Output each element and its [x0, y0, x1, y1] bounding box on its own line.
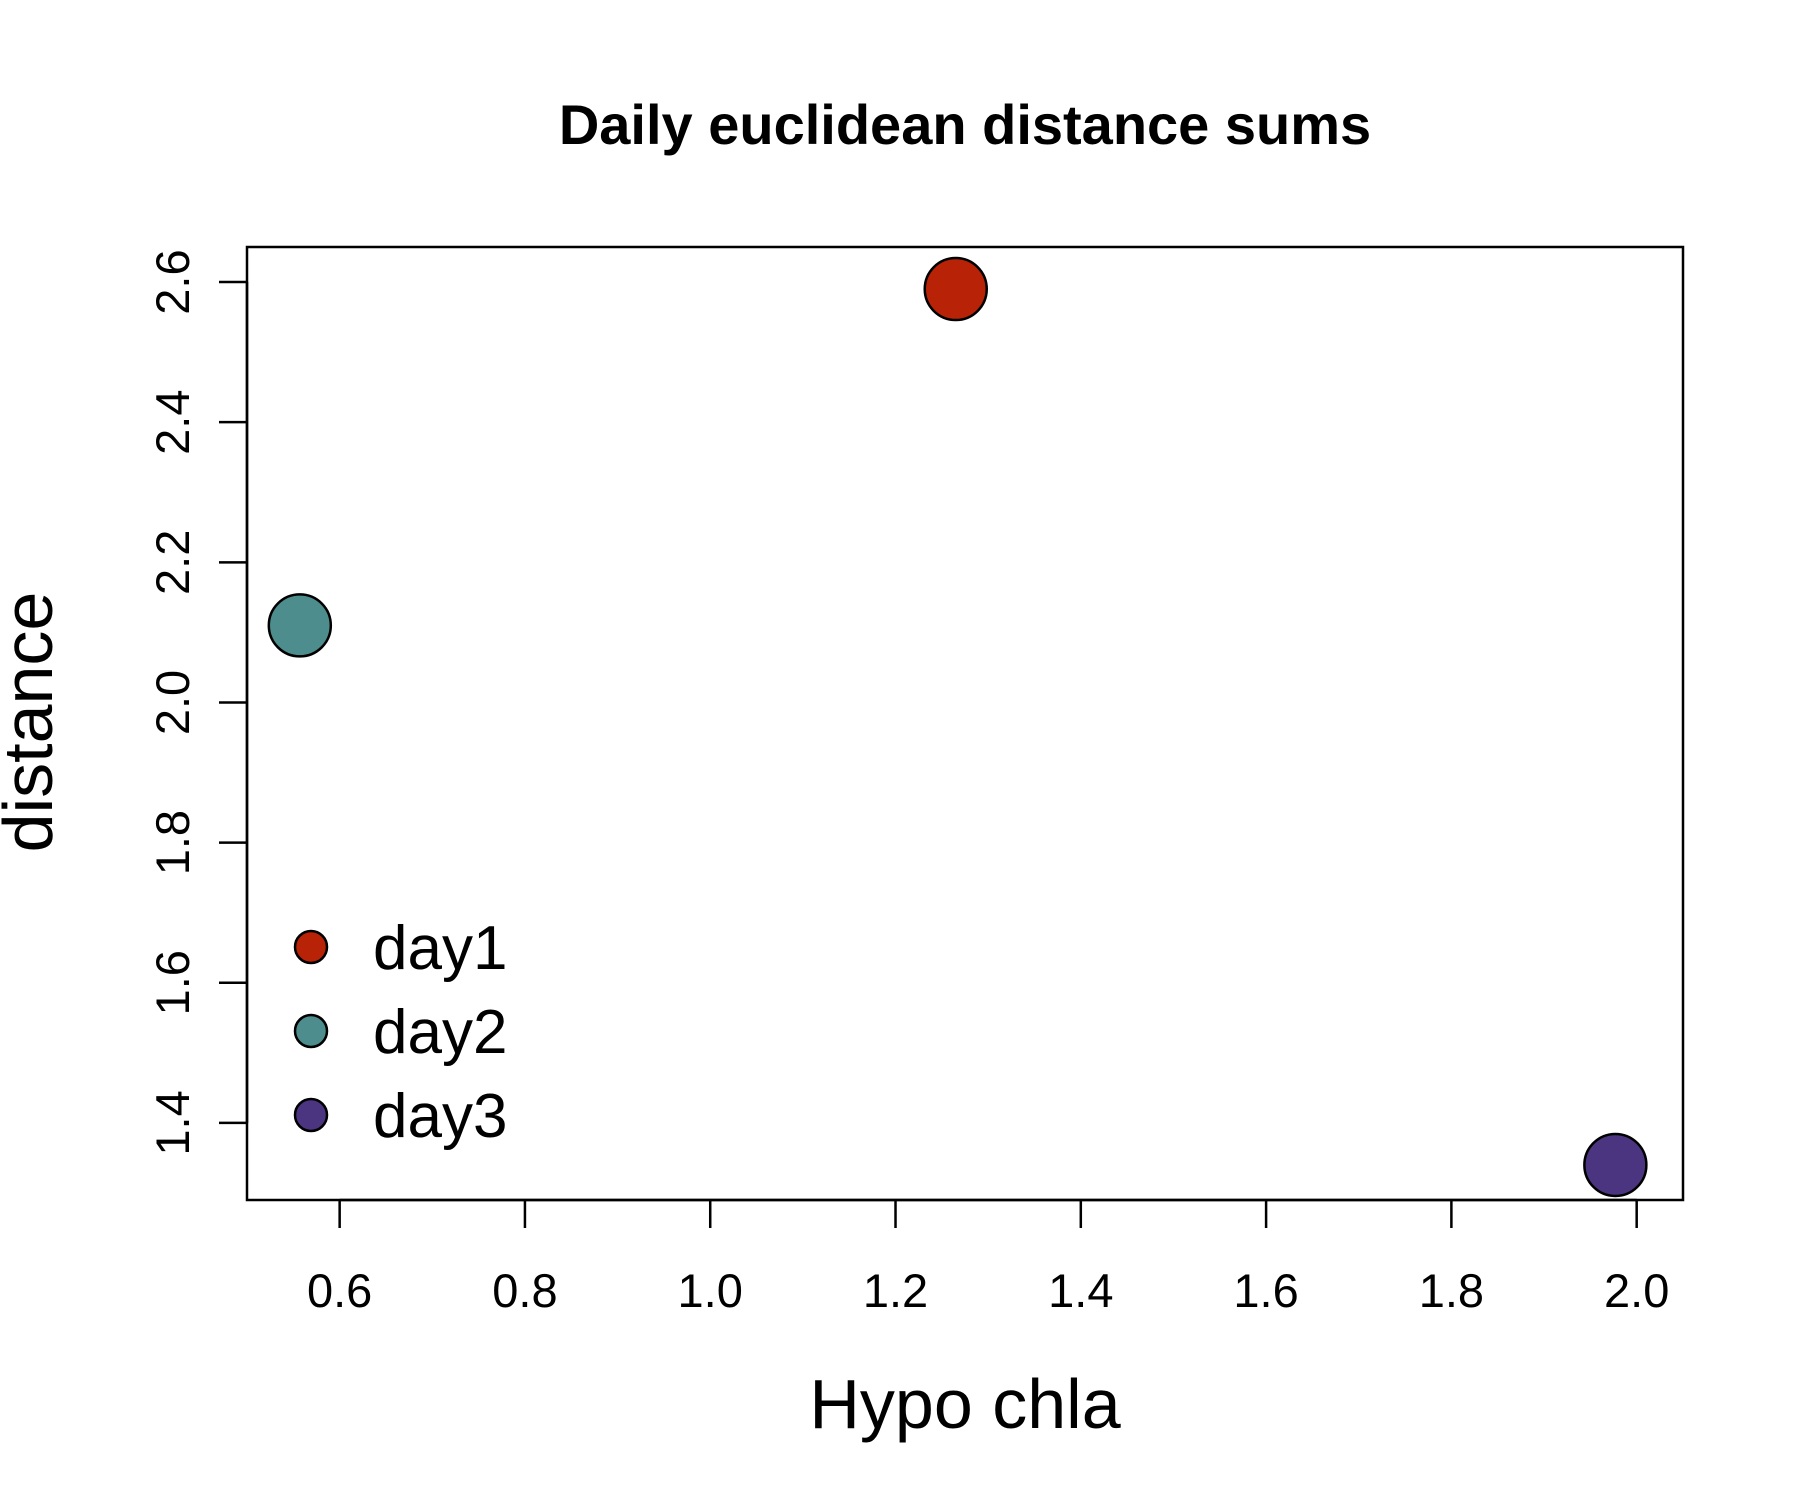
- point-day3: [1583, 1132, 1648, 1198]
- y-tick-label: 2.6: [146, 249, 199, 314]
- x-tick-label: 1.6: [1233, 1264, 1298, 1317]
- y-tick-label: 1.4: [146, 1090, 199, 1155]
- y-tick-label: 2.0: [146, 670, 199, 735]
- y-axis: 1.4 1.6 1.8 2.0 2.2 2.4 2.6: [146, 249, 249, 1156]
- x-tick-label: 2.0: [1604, 1264, 1669, 1317]
- legend-marker-day1: [293, 929, 329, 965]
- legend-label-day1: day1: [373, 914, 507, 983]
- y-axis-title: distance: [0, 592, 67, 853]
- legend-label-day3: day3: [373, 1082, 507, 1151]
- y-tick-label: 2.2: [146, 530, 199, 595]
- point-day2: [267, 593, 333, 658]
- x-tick-label: 1.2: [863, 1264, 928, 1317]
- point-day1: [923, 256, 988, 322]
- x-tick-label: 1.8: [1419, 1264, 1484, 1317]
- x-tick-label: 1.4: [1048, 1264, 1113, 1317]
- y-tick-label: 1.8: [146, 810, 199, 875]
- y-tick-label: 1.6: [146, 950, 199, 1015]
- legend-marker-day2: [293, 1013, 329, 1049]
- legend-label-day2: day2: [373, 998, 507, 1067]
- data-points: [267, 256, 1648, 1198]
- legend: day1 day2 day3: [293, 914, 507, 1151]
- legend-marker-day3: [293, 1097, 329, 1133]
- x-tick-label: 1.0: [678, 1264, 743, 1317]
- y-tick-label: 2.4: [146, 390, 199, 455]
- x-axis-title: Hypo chla: [809, 1365, 1120, 1443]
- x-tick-label: 0.6: [307, 1264, 372, 1317]
- x-axis: 0.6 0.8 1.0 1.2 1.4 1.6 1.8 2.0: [307, 1198, 1669, 1317]
- x-tick-label: 0.8: [492, 1264, 557, 1317]
- chart-title: Daily euclidean distance sums: [559, 93, 1371, 156]
